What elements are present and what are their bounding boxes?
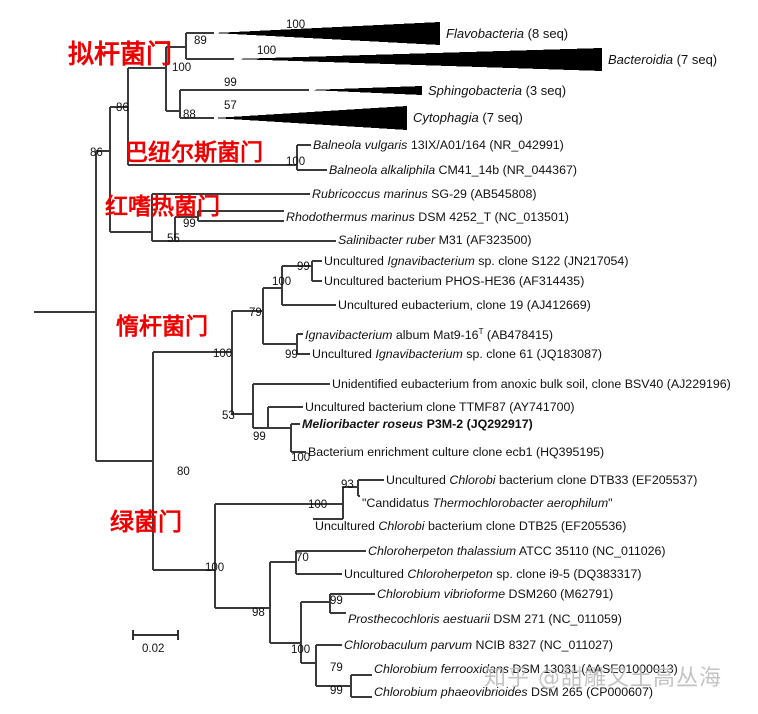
taxon-label: Uncultured bacterium clone TTMF87 (AY741… [305,400,575,414]
phylum-label-balneolaeota: 巴纽尔斯菌门 [125,140,263,166]
clade-name: Flavobacteria [446,26,525,41]
phylum-label-rhodothermaeota: 红嗜热菌门 [105,194,220,220]
bootstrap-value: 89 [194,35,207,47]
bootstrap-value: 99 [285,349,298,361]
bootstrap-value: 93 [341,479,354,491]
taxon-label: Prosthecochloris aestuarii DSM 271 (NC_0… [348,612,622,626]
clade-count: (8 seq) [527,26,569,41]
bootstrap-value: 100 [205,562,225,574]
clade-count: (7 seq) [482,110,523,125]
bootstrap-value: 100 [213,348,233,360]
scale-bar-label: 0.02 [142,643,165,655]
bootstrap-value: 99 [330,685,343,697]
bootstrap-value: 88 [183,109,196,121]
taxon-label: Uncultured Chlorobi bacterium clone DTB3… [386,473,698,487]
bootstrap-value: 99 [183,218,196,230]
taxon-label: Uncultured Ignavibacterium sp. clone S12… [324,254,629,268]
clade-name: Bacteroidia [608,52,674,67]
phylum-label-ignavibacteriae: 惰杆菌门 [116,314,208,340]
bootstrap-value: 100 [291,452,311,464]
bootstrap-value: 55 [167,233,180,245]
taxon-label: Chlorobium phaeovibrioides DSM 265 (CP00… [374,685,653,699]
bootstrap-value: 99 [224,77,237,89]
bootstrap-value: 100 [257,45,277,57]
taxon-label: Uncultured Chloroherpeton sp. clone i9-5… [344,567,642,581]
taxon-label: Uncultured Ignavibacterium sp. clone 61 … [312,347,602,361]
bootstrap-value: 80 [177,466,190,478]
bootstrap-value: 70 [296,552,309,564]
taxon-label: Bacterium enrichment culture clone ecb1 … [308,445,605,459]
bootstrap-value: 57 [224,100,237,112]
bootstrap-value: 79 [249,307,262,319]
taxon-label: Unidentified eubacterium from anoxic bul… [332,377,731,391]
bootstrap-value: 86 [116,102,129,114]
clade-label-cytophagia: Cytophagia (7 seq) [413,111,523,124]
clade-label-flavobacteria: Flavobacteria (8 seq) [446,27,568,40]
bootstrap-value: 100 [291,644,311,656]
bootstrap-value: 100 [286,19,306,31]
clade-name: Cytophagia [413,110,479,125]
bootstrap-value: 100 [172,62,192,74]
taxon-label: "Candidatus Thermochlorobacter aerophilu… [362,496,613,510]
taxon-label: Rubricoccus marinus SG-29 (AB545808) [312,187,537,201]
taxon-label: Uncultured Chlorobi bacterium clone DTB2… [315,519,627,533]
bootstrap-value: 98 [252,607,265,619]
collapsed-clade-wedges [214,22,602,130]
bootstrap-value: 100 [286,156,306,168]
phylum-label-bacteroidetes: 拟杆菌门 [68,40,173,70]
taxon-label: Uncultured eubacterium, clone 19 (AJ4126… [338,298,591,312]
clade-label-sphingobacteria: Sphingobacteria (3 seq) [428,84,566,97]
taxon-label: Chloroherpeton thalassium ATCC 35110 (NC… [368,544,666,558]
bootstrap-value: 86 [90,147,103,159]
bootstrap-value: 99 [297,261,310,273]
taxon-label: Melioribacter roseus P3M-2 (JQ292917) [302,417,533,431]
bootstrap-value: 53 [222,410,235,422]
clade-name: Sphingobacteria [428,83,522,98]
phylum-label-chlorobi: 绿菌门 [110,508,182,536]
bootstrap-value: 99 [253,431,266,443]
taxon-label: Chlorobium vibrioforme DSM260 (M62791) [377,587,614,601]
taxon-label: Balneola vulgaris 13IX/A01/164 (NR_04299… [313,138,564,152]
clade-count: (7 seq) [676,52,718,67]
bootstrap-value: 79 [330,662,343,674]
taxon-label: Chlorobaculum parvum NCIB 8327 (NC_01102… [344,638,614,652]
bootstrap-value: 100 [272,276,292,288]
taxon-label: Ignavibacterium album Mat9-16T (AB478415… [305,327,554,343]
bootstrap-value: 99 [330,595,343,607]
taxon-label: Rhodothermus marinus DSM 4252_T (NC_0135… [286,210,569,224]
taxon-label: Salinibacter ruber M31 (AF323500) [338,233,532,247]
watermark: 知乎 @甜雕又土高丛海 [484,666,722,691]
taxon-label: Balneola alkaliphila CM41_14b (NR_044367… [329,163,577,177]
bootstrap-value: 100 [308,499,328,511]
taxon-label: Chlorobium ferrooxidans DSM 13031 (AASE0… [374,662,678,676]
clade-count: (3 seq) [525,83,567,98]
taxon-label: Uncultured bacterium PHOS-HE36 (AF314435… [324,274,585,288]
clade-label-bacteroidia: Bacteroidia (7 seq) [608,53,717,66]
scale-bar [132,630,179,640]
